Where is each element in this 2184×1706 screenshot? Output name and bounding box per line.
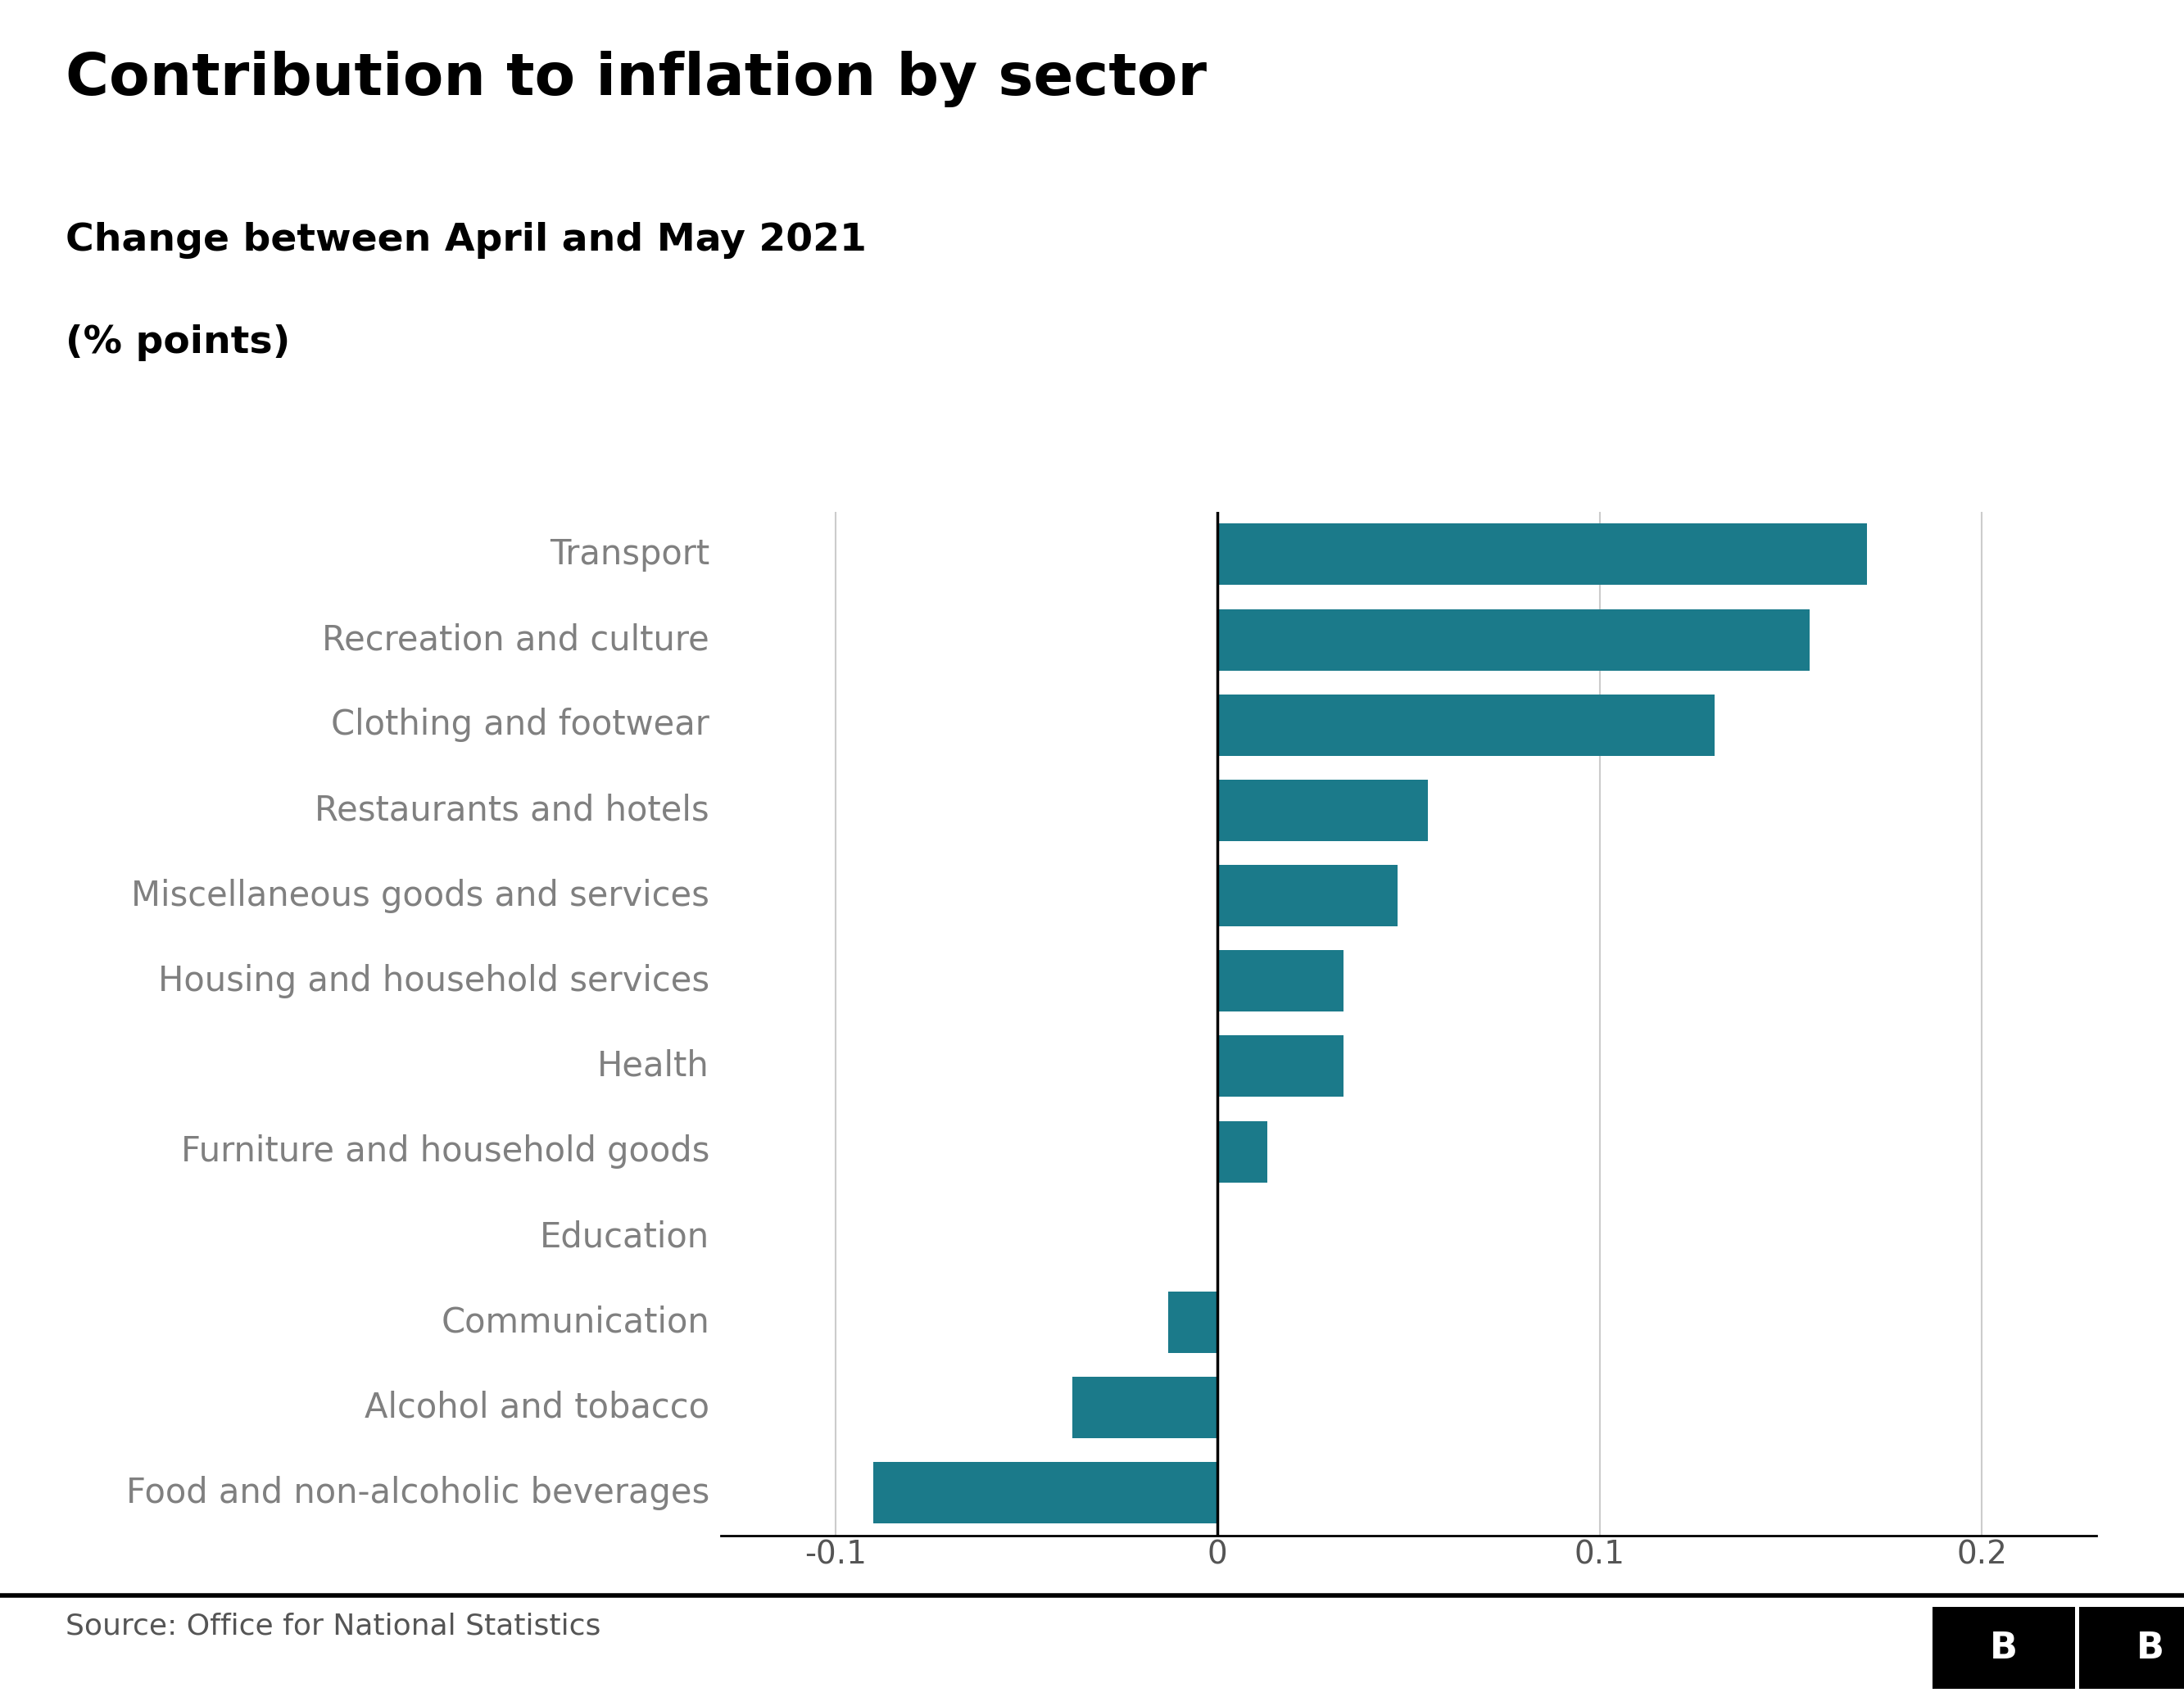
- Bar: [1219, 1036, 1343, 1097]
- Bar: [874, 1462, 1219, 1523]
- Bar: [1219, 950, 1343, 1012]
- Bar: [1219, 865, 1398, 926]
- Bar: [1168, 1291, 1219, 1353]
- Text: (% points): (% points): [66, 324, 290, 362]
- Text: Change between April and May 2021: Change between April and May 2021: [66, 222, 867, 259]
- Bar: [1219, 694, 1714, 756]
- Bar: [1219, 524, 1867, 585]
- Text: B: B: [2136, 1631, 2164, 1665]
- Bar: [1072, 1377, 1219, 1438]
- Text: Contribution to inflation by sector: Contribution to inflation by sector: [66, 51, 1208, 107]
- Text: B: B: [1990, 1631, 2018, 1665]
- Bar: [1219, 609, 1811, 670]
- Bar: [1219, 780, 1428, 841]
- Bar: [1219, 1121, 1267, 1182]
- Text: Source: Office for National Statistics: Source: Office for National Statistics: [66, 1612, 601, 1639]
